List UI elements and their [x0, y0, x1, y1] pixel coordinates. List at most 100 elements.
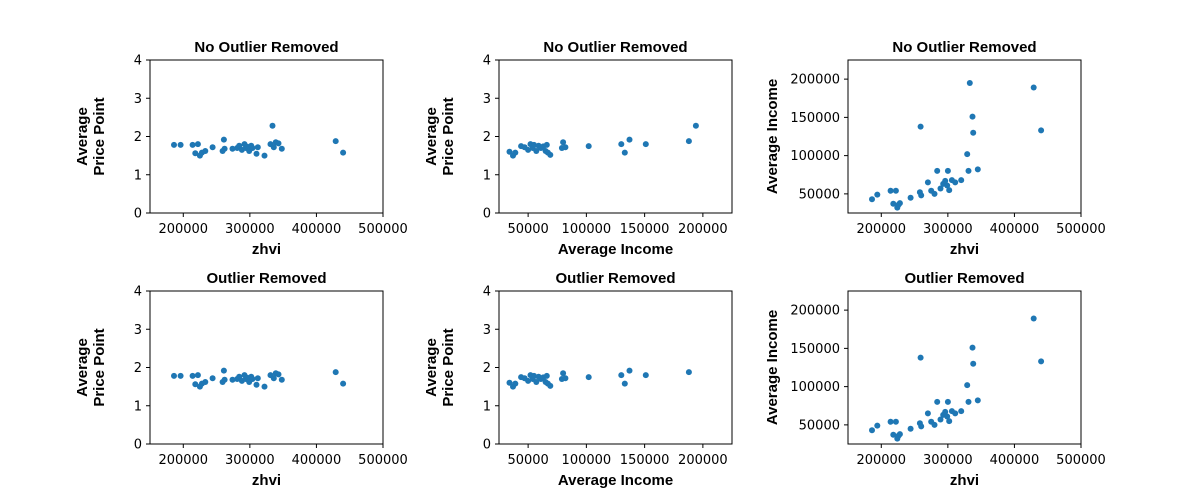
data-point: [585, 374, 592, 381]
y-axis-label: Average: [74, 107, 91, 166]
data-point: [685, 369, 692, 376]
y-tick-label: 0: [134, 438, 142, 453]
data-point: [969, 113, 976, 120]
y-tick-label: 50000: [799, 418, 840, 433]
data-point: [969, 344, 976, 351]
data-point: [525, 146, 532, 153]
y-tick-label: 150000: [790, 342, 840, 357]
chart-panel-3: No Outlier Removed 200000 300000 400000 5000…: [764, 39, 1106, 258]
data-point: [340, 380, 347, 387]
x-tick-label: 500000: [358, 453, 408, 468]
data-point: [974, 166, 981, 173]
data-point: [937, 416, 944, 423]
x-tick-label: 200000: [678, 453, 728, 468]
data-point: [533, 148, 540, 154]
chart-panel-5: Outlier Removed 50000 100000 150000 200000 0 1…: [423, 270, 733, 489]
data-point: [965, 398, 972, 405]
data-point: [974, 397, 981, 404]
chart-title: No Outlier Removed: [543, 39, 687, 56]
y-tick-label: 3: [483, 323, 491, 338]
data-point: [626, 136, 633, 143]
x-tick-label: 500000: [1056, 222, 1106, 237]
y-tick-label: 100000: [790, 149, 840, 164]
data-point: [917, 123, 924, 130]
data-point: [253, 381, 260, 388]
data-point: [958, 408, 965, 415]
x-tick-label: 200000: [856, 222, 906, 237]
data-point: [332, 138, 339, 145]
data-point: [194, 141, 201, 148]
chart-title: Outlier Removed: [206, 270, 326, 287]
y-tick-label: 0: [483, 207, 491, 222]
chart-title: No Outlier Removed: [194, 39, 338, 56]
data-point: [229, 376, 236, 383]
data-point: [896, 431, 903, 438]
data-point: [533, 379, 540, 385]
data-point: [931, 190, 938, 197]
x-tick-label: 100000: [562, 453, 612, 468]
data-point: [209, 144, 216, 151]
chart-panel-4: Outlier Removed 200000 300000 400000 500000 0…: [74, 270, 408, 489]
data-point: [229, 145, 236, 152]
data-point: [890, 200, 897, 207]
x-tick-label: 300000: [923, 453, 973, 468]
data-point: [966, 80, 973, 86]
x-tick-label: 400000: [292, 453, 342, 468]
data-point: [275, 140, 282, 147]
data-point: [171, 372, 177, 379]
x-axis-label: zhvi: [252, 472, 281, 489]
data-point: [171, 141, 177, 148]
x-tick-label: 300000: [225, 222, 275, 237]
data-point: [270, 144, 277, 151]
y-tick-label: 2: [483, 130, 491, 145]
chart-title: Outlier Removed: [904, 270, 1024, 287]
y-tick-label: 1: [483, 168, 491, 183]
data-point: [209, 375, 216, 382]
data-point: [964, 151, 971, 158]
y-tick-label: 1: [134, 168, 142, 183]
data-point: [269, 122, 276, 129]
data-point: [944, 182, 951, 189]
chart-panel-1: No Outlier Removed 200000 300000 400000 5000…: [74, 39, 408, 258]
data-point: [1030, 315, 1037, 322]
y-tick-label: 2: [134, 361, 142, 376]
data-point: [189, 141, 196, 148]
data-point: [270, 375, 277, 382]
x-axis-label: zhvi: [950, 241, 979, 258]
data-point: [952, 410, 959, 417]
data-point: [618, 372, 625, 379]
x-tick-label: 300000: [923, 222, 973, 237]
data-point: [869, 196, 875, 203]
data-point: [1038, 358, 1045, 365]
y-axis-label: Price Point: [91, 97, 108, 175]
y-tick-label: 0: [483, 438, 491, 453]
x-tick-label: 200000: [158, 222, 208, 237]
y-axis-label: Price Point: [440, 97, 457, 175]
data-point: [547, 151, 554, 158]
data-point: [1038, 127, 1045, 134]
data-point: [506, 148, 513, 155]
data-point: [585, 143, 592, 150]
data-point: [560, 139, 567, 146]
y-tick-label: 3: [134, 92, 142, 107]
data-point: [626, 367, 633, 374]
data-point: [543, 141, 550, 148]
data-point: [924, 410, 931, 417]
data-point: [340, 149, 347, 156]
data-point: [261, 383, 268, 390]
axes-frame: [847, 290, 1082, 445]
data-point: [692, 122, 699, 129]
data-point: [543, 372, 550, 379]
chart-title: No Outlier Removed: [892, 39, 1036, 56]
data-point: [642, 141, 649, 148]
x-tick-label: 150000: [620, 453, 670, 468]
data-point: [254, 375, 261, 382]
chart-panel-2: No Outlier Removed 50000 100000 150000 20000…: [423, 39, 733, 258]
x-tick-label: 100000: [562, 222, 612, 237]
y-tick-label: 4: [483, 285, 491, 300]
data-point: [192, 381, 199, 388]
data-point: [931, 421, 938, 428]
x-tick-label: 50000: [507, 453, 548, 468]
